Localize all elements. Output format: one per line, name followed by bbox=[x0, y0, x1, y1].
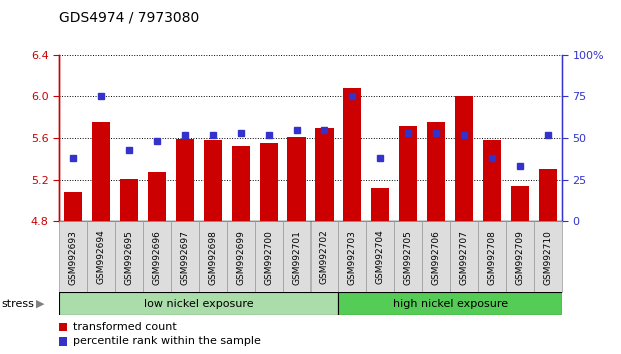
Bar bbox=[59, 221, 87, 292]
Bar bbox=[288, 137, 306, 221]
Bar bbox=[59, 292, 338, 315]
Bar bbox=[227, 221, 255, 292]
Bar bbox=[427, 122, 445, 221]
Bar bbox=[366, 221, 394, 292]
Bar bbox=[310, 221, 338, 292]
Bar bbox=[450, 221, 478, 292]
Bar bbox=[92, 122, 110, 221]
Bar bbox=[120, 179, 138, 221]
Bar bbox=[539, 169, 557, 221]
Text: transformed count: transformed count bbox=[73, 322, 176, 332]
Text: GSM992709: GSM992709 bbox=[515, 230, 525, 285]
Bar bbox=[260, 143, 278, 221]
Text: GSM992693: GSM992693 bbox=[68, 230, 78, 285]
Text: GSM992705: GSM992705 bbox=[404, 230, 413, 285]
Bar bbox=[511, 186, 529, 221]
Text: GSM992710: GSM992710 bbox=[543, 230, 553, 285]
Bar bbox=[148, 172, 166, 221]
Bar bbox=[343, 88, 361, 221]
Text: ▶: ▶ bbox=[36, 298, 45, 309]
Bar bbox=[315, 128, 333, 221]
Bar bbox=[232, 147, 250, 221]
Text: GSM992703: GSM992703 bbox=[348, 230, 357, 285]
Bar bbox=[59, 337, 68, 346]
Text: GSM992695: GSM992695 bbox=[124, 230, 134, 285]
Text: GSM992698: GSM992698 bbox=[208, 230, 217, 285]
Text: GSM992700: GSM992700 bbox=[264, 230, 273, 285]
Bar bbox=[422, 221, 450, 292]
Text: GSM992708: GSM992708 bbox=[487, 230, 497, 285]
Bar bbox=[394, 221, 422, 292]
Text: GSM992697: GSM992697 bbox=[180, 230, 189, 285]
Text: GSM992706: GSM992706 bbox=[432, 230, 441, 285]
Bar bbox=[171, 221, 199, 292]
Bar bbox=[506, 221, 534, 292]
Text: GSM992701: GSM992701 bbox=[292, 230, 301, 285]
Text: low nickel exposure: low nickel exposure bbox=[144, 298, 253, 309]
Bar bbox=[59, 322, 68, 331]
Bar bbox=[338, 221, 366, 292]
Text: stress: stress bbox=[2, 298, 35, 309]
Text: GSM992704: GSM992704 bbox=[376, 230, 385, 285]
Bar bbox=[399, 126, 417, 221]
Text: high nickel exposure: high nickel exposure bbox=[392, 298, 508, 309]
Bar bbox=[478, 221, 506, 292]
Text: GSM992702: GSM992702 bbox=[320, 230, 329, 285]
Bar bbox=[255, 221, 283, 292]
Bar bbox=[455, 97, 473, 221]
Text: percentile rank within the sample: percentile rank within the sample bbox=[73, 336, 260, 346]
Bar bbox=[534, 221, 562, 292]
Bar bbox=[64, 192, 82, 221]
Bar bbox=[338, 292, 562, 315]
Bar bbox=[143, 221, 171, 292]
Bar bbox=[371, 188, 389, 221]
Text: GSM992699: GSM992699 bbox=[236, 230, 245, 285]
Text: GDS4974 / 7973080: GDS4974 / 7973080 bbox=[59, 11, 199, 25]
Bar bbox=[204, 140, 222, 221]
Text: GSM992694: GSM992694 bbox=[96, 230, 106, 285]
Text: GSM992707: GSM992707 bbox=[460, 230, 469, 285]
Bar bbox=[283, 221, 310, 292]
Bar bbox=[87, 221, 115, 292]
Bar bbox=[483, 140, 501, 221]
Text: GSM992696: GSM992696 bbox=[152, 230, 161, 285]
Bar bbox=[115, 221, 143, 292]
Bar bbox=[199, 221, 227, 292]
Bar bbox=[176, 139, 194, 221]
